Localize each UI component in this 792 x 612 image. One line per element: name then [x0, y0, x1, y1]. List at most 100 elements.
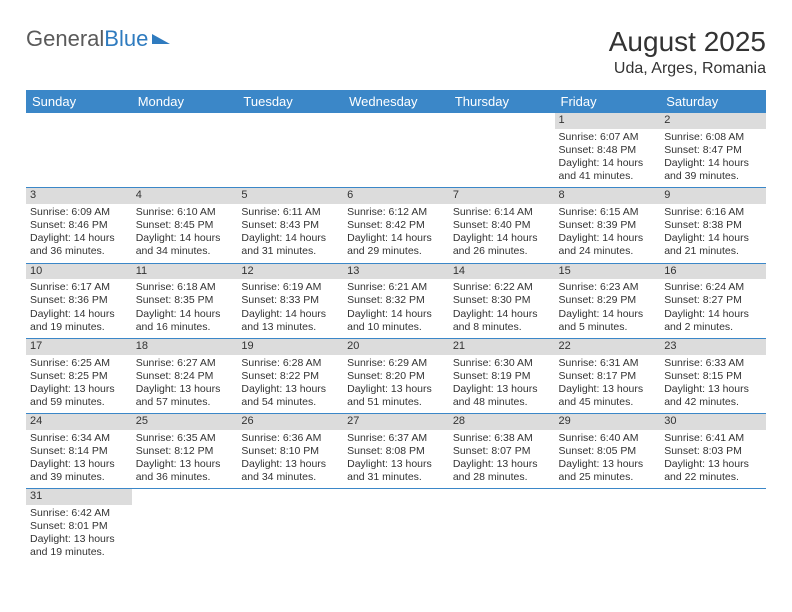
weekday-header: Saturday [660, 90, 766, 113]
weekday-header: Tuesday [237, 90, 343, 113]
day-number: 6 [343, 188, 449, 204]
calendar-cell [132, 113, 238, 188]
day-number: 20 [343, 339, 449, 355]
day-number: 8 [555, 188, 661, 204]
sunset-line: Sunset: 8:27 PM [664, 294, 762, 307]
daylight-line: Daylight: 14 hours and 39 minutes. [664, 157, 762, 183]
daylight-line: Daylight: 14 hours and 10 minutes. [347, 308, 445, 334]
calendar-cell: 16Sunrise: 6:24 AMSunset: 8:27 PMDayligh… [660, 263, 766, 338]
sunset-line: Sunset: 8:22 PM [241, 370, 339, 383]
day-number: 15 [555, 264, 661, 280]
daylight-line: Daylight: 14 hours and 16 minutes. [136, 308, 234, 334]
day-number: 31 [26, 489, 132, 505]
calendar-cell [237, 113, 343, 188]
day-number: 24 [26, 414, 132, 430]
daylight-line: Daylight: 14 hours and 26 minutes. [453, 232, 551, 258]
day-number: 22 [555, 339, 661, 355]
day-number: 9 [660, 188, 766, 204]
sunrise-line: Sunrise: 6:21 AM [347, 281, 445, 294]
daylight-line: Daylight: 13 hours and 36 minutes. [136, 458, 234, 484]
sunset-line: Sunset: 8:15 PM [664, 370, 762, 383]
calendar-cell: 17Sunrise: 6:25 AMSunset: 8:25 PMDayligh… [26, 338, 132, 413]
sunrise-line: Sunrise: 6:22 AM [453, 281, 551, 294]
sunrise-line: Sunrise: 6:18 AM [136, 281, 234, 294]
sunrise-line: Sunrise: 6:40 AM [559, 432, 657, 445]
sunset-line: Sunset: 8:39 PM [559, 219, 657, 232]
calendar-cell: 25Sunrise: 6:35 AMSunset: 8:12 PMDayligh… [132, 414, 238, 489]
logo-triangle-icon [152, 34, 170, 44]
day-number: 21 [449, 339, 555, 355]
calendar-cell: 30Sunrise: 6:41 AMSunset: 8:03 PMDayligh… [660, 414, 766, 489]
sunset-line: Sunset: 8:45 PM [136, 219, 234, 232]
daylight-line: Daylight: 14 hours and 8 minutes. [453, 308, 551, 334]
sunrise-line: Sunrise: 6:27 AM [136, 357, 234, 370]
daylight-line: Daylight: 13 hours and 59 minutes. [30, 383, 128, 409]
daylight-line: Daylight: 13 hours and 25 minutes. [559, 458, 657, 484]
sunset-line: Sunset: 8:17 PM [559, 370, 657, 383]
sunset-line: Sunset: 8:08 PM [347, 445, 445, 458]
calendar-cell: 4Sunrise: 6:10 AMSunset: 8:45 PMDaylight… [132, 188, 238, 263]
calendar-cell: 20Sunrise: 6:29 AMSunset: 8:20 PMDayligh… [343, 338, 449, 413]
sunrise-line: Sunrise: 6:35 AM [136, 432, 234, 445]
calendar-cell [26, 113, 132, 188]
calendar-cell [132, 489, 238, 564]
daylight-line: Daylight: 14 hours and 24 minutes. [559, 232, 657, 258]
day-number: 2 [660, 113, 766, 129]
calendar-cell: 18Sunrise: 6:27 AMSunset: 8:24 PMDayligh… [132, 338, 238, 413]
sunrise-line: Sunrise: 6:36 AM [241, 432, 339, 445]
calendar-row: 1Sunrise: 6:07 AMSunset: 8:48 PMDaylight… [26, 113, 766, 188]
calendar-row: 10Sunrise: 6:17 AMSunset: 8:36 PMDayligh… [26, 263, 766, 338]
sunrise-line: Sunrise: 6:11 AM [241, 206, 339, 219]
daylight-line: Daylight: 13 hours and 45 minutes. [559, 383, 657, 409]
calendar-cell: 2Sunrise: 6:08 AMSunset: 8:47 PMDaylight… [660, 113, 766, 188]
sunrise-line: Sunrise: 6:31 AM [559, 357, 657, 370]
sunset-line: Sunset: 8:05 PM [559, 445, 657, 458]
calendar-cell: 14Sunrise: 6:22 AMSunset: 8:30 PMDayligh… [449, 263, 555, 338]
calendar-cell: 8Sunrise: 6:15 AMSunset: 8:39 PMDaylight… [555, 188, 661, 263]
day-number: 11 [132, 264, 238, 280]
daylight-line: Daylight: 14 hours and 36 minutes. [30, 232, 128, 258]
sunset-line: Sunset: 8:10 PM [241, 445, 339, 458]
calendar-cell: 11Sunrise: 6:18 AMSunset: 8:35 PMDayligh… [132, 263, 238, 338]
calendar-cell: 21Sunrise: 6:30 AMSunset: 8:19 PMDayligh… [449, 338, 555, 413]
sunset-line: Sunset: 8:29 PM [559, 294, 657, 307]
sunset-line: Sunset: 8:32 PM [347, 294, 445, 307]
calendar-cell: 24Sunrise: 6:34 AMSunset: 8:14 PMDayligh… [26, 414, 132, 489]
sunset-line: Sunset: 8:12 PM [136, 445, 234, 458]
sunset-line: Sunset: 8:30 PM [453, 294, 551, 307]
calendar-cell: 5Sunrise: 6:11 AMSunset: 8:43 PMDaylight… [237, 188, 343, 263]
day-number: 29 [555, 414, 661, 430]
calendar-cell: 6Sunrise: 6:12 AMSunset: 8:42 PMDaylight… [343, 188, 449, 263]
logo-text-general: General [26, 26, 104, 52]
daylight-line: Daylight: 13 hours and 31 minutes. [347, 458, 445, 484]
calendar-cell: 3Sunrise: 6:09 AMSunset: 8:46 PMDaylight… [26, 188, 132, 263]
calendar-cell: 29 Sunrise: 6:40 AMSunset: 8:05 PMDayligh… [555, 414, 661, 489]
sunrise-line: Sunrise: 6:16 AM [664, 206, 762, 219]
day-number: 27 [343, 414, 449, 430]
daylight-line: Daylight: 14 hours and 34 minutes. [136, 232, 234, 258]
day-number: 23 [660, 339, 766, 355]
sunset-line: Sunset: 8:36 PM [30, 294, 128, 307]
daylight-line: Daylight: 14 hours and 5 minutes. [559, 308, 657, 334]
weekday-header: Monday [132, 90, 238, 113]
calendar-cell [237, 489, 343, 564]
sunrise-line: Sunrise: 6:37 AM [347, 432, 445, 445]
sunset-line: Sunset: 8:25 PM [30, 370, 128, 383]
calendar-cell [660, 489, 766, 564]
sunrise-line: Sunrise: 6:41 AM [664, 432, 762, 445]
day-number: 4 [132, 188, 238, 204]
day-number: 10 [26, 264, 132, 280]
sunrise-line: Sunrise: 6:14 AM [453, 206, 551, 219]
sunset-line: Sunset: 8:14 PM [30, 445, 128, 458]
day-number: 5 [237, 188, 343, 204]
calendar-row: 17Sunrise: 6:25 AMSunset: 8:25 PMDayligh… [26, 338, 766, 413]
day-number: 12 [237, 264, 343, 280]
daylight-line: Daylight: 14 hours and 31 minutes. [241, 232, 339, 258]
day-number: 16 [660, 264, 766, 280]
daylight-line: Daylight: 13 hours and 34 minutes. [241, 458, 339, 484]
daylight-line: Daylight: 13 hours and 54 minutes. [241, 383, 339, 409]
sunrise-line: Sunrise: 6:38 AM [453, 432, 551, 445]
calendar-cell [555, 489, 661, 564]
sunrise-line: Sunrise: 6:42 AM [30, 507, 128, 520]
daylight-line: Daylight: 13 hours and 51 minutes. [347, 383, 445, 409]
